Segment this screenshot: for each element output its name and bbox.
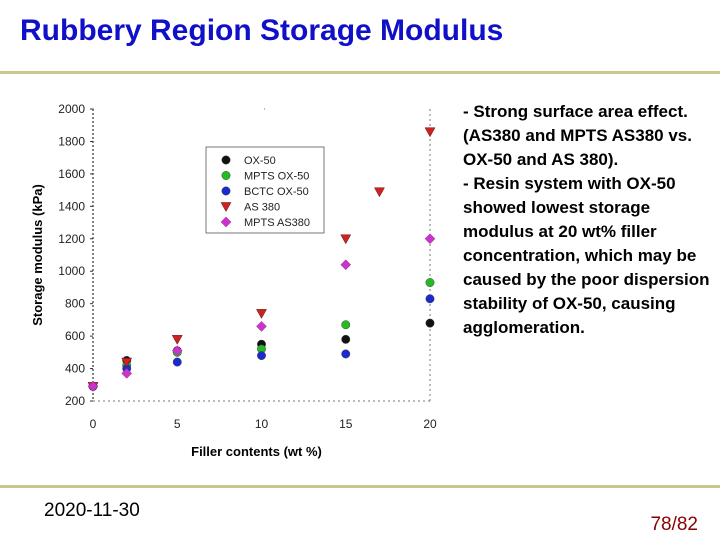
data-point (121, 357, 133, 368)
y-tick-label: 800 (65, 297, 85, 311)
data-point (340, 234, 352, 245)
page-number: 78/82 (650, 514, 698, 535)
footer-divider (0, 485, 720, 488)
data-point (341, 334, 351, 344)
data-point (256, 309, 267, 319)
x-tick-label: 0 (90, 417, 97, 431)
legend-marker (221, 155, 231, 165)
x-tick-label: 10 (255, 417, 269, 431)
bullet-item: - Resin system with OX-50 showed lowest … (463, 174, 710, 337)
data-point (171, 335, 183, 345)
legend-marker (221, 171, 231, 180)
legend-marker (220, 216, 232, 228)
data-point (87, 381, 99, 392)
data-point (172, 357, 182, 367)
chart-legend: OX-50 MPTS OX-50 BCTC OX-50 AS 380 MPTS AS38… (205, 146, 325, 234)
legend-marker (221, 186, 231, 196)
x-axis-label: Filler contents (wt %) (191, 444, 322, 459)
data-point (256, 321, 267, 332)
x-tick-label: 20 (423, 417, 437, 431)
bullet-item: - Strong surface area effect. (AS380 and… (463, 102, 692, 169)
data-point (341, 320, 351, 330)
slide-title: Rubbery Region Storage Modulus (20, 14, 504, 47)
x-tick-label: 5 (174, 417, 181, 431)
y-tick-label: 1000 (58, 264, 85, 278)
data-point (425, 278, 435, 288)
legend-label: MPTS OX-50 (244, 171, 309, 183)
legend-label: BCTC OX-50 (244, 186, 309, 198)
legend-marker (220, 202, 232, 213)
data-points (87, 127, 436, 392)
data-point (171, 345, 183, 357)
storage-modulus-chart: 200 400 600 800 1000 1200 1400 1600 1800 2000 0 5 1… (30, 102, 437, 459)
y-tick-label: 1200 (58, 232, 85, 246)
data-point (424, 233, 436, 245)
title-divider (0, 71, 720, 74)
data-point (121, 368, 133, 379)
data-point (340, 259, 352, 271)
data-point (424, 127, 436, 138)
data-point (425, 318, 435, 328)
y-tick-label: 1600 (58, 167, 85, 181)
y-tick-label: 400 (65, 362, 85, 376)
data-point (374, 187, 385, 198)
y-tick-label: 1800 (58, 134, 85, 148)
data-point (425, 294, 435, 304)
legend-label: OX-50 (244, 155, 276, 167)
y-axis-ticks: 200 400 600 800 1000 1200 1400 1600 1800 2000 (58, 102, 93, 408)
legend-label: MPTS AS380 (244, 217, 310, 229)
data-point (341, 349, 351, 359)
x-axis-ticks: 0 5 10 15 20 (90, 417, 437, 431)
bullet-list: - Strong surface area effect. (AS380 and… (463, 100, 713, 340)
y-tick-label: 200 (65, 394, 85, 408)
legend-label: AS 380 (244, 202, 280, 214)
x-tick-label: 15 (339, 417, 353, 431)
slide-date: 2020-11-30 (44, 500, 140, 521)
data-point (257, 351, 266, 361)
y-tick-label: 2000 (58, 102, 85, 116)
y-tick-label: 1400 (58, 199, 85, 213)
plot-area (92, 108, 431, 402)
y-tick-label: 600 (65, 329, 85, 343)
y-axis-label: Storage modulus (kPa) (30, 184, 45, 326)
